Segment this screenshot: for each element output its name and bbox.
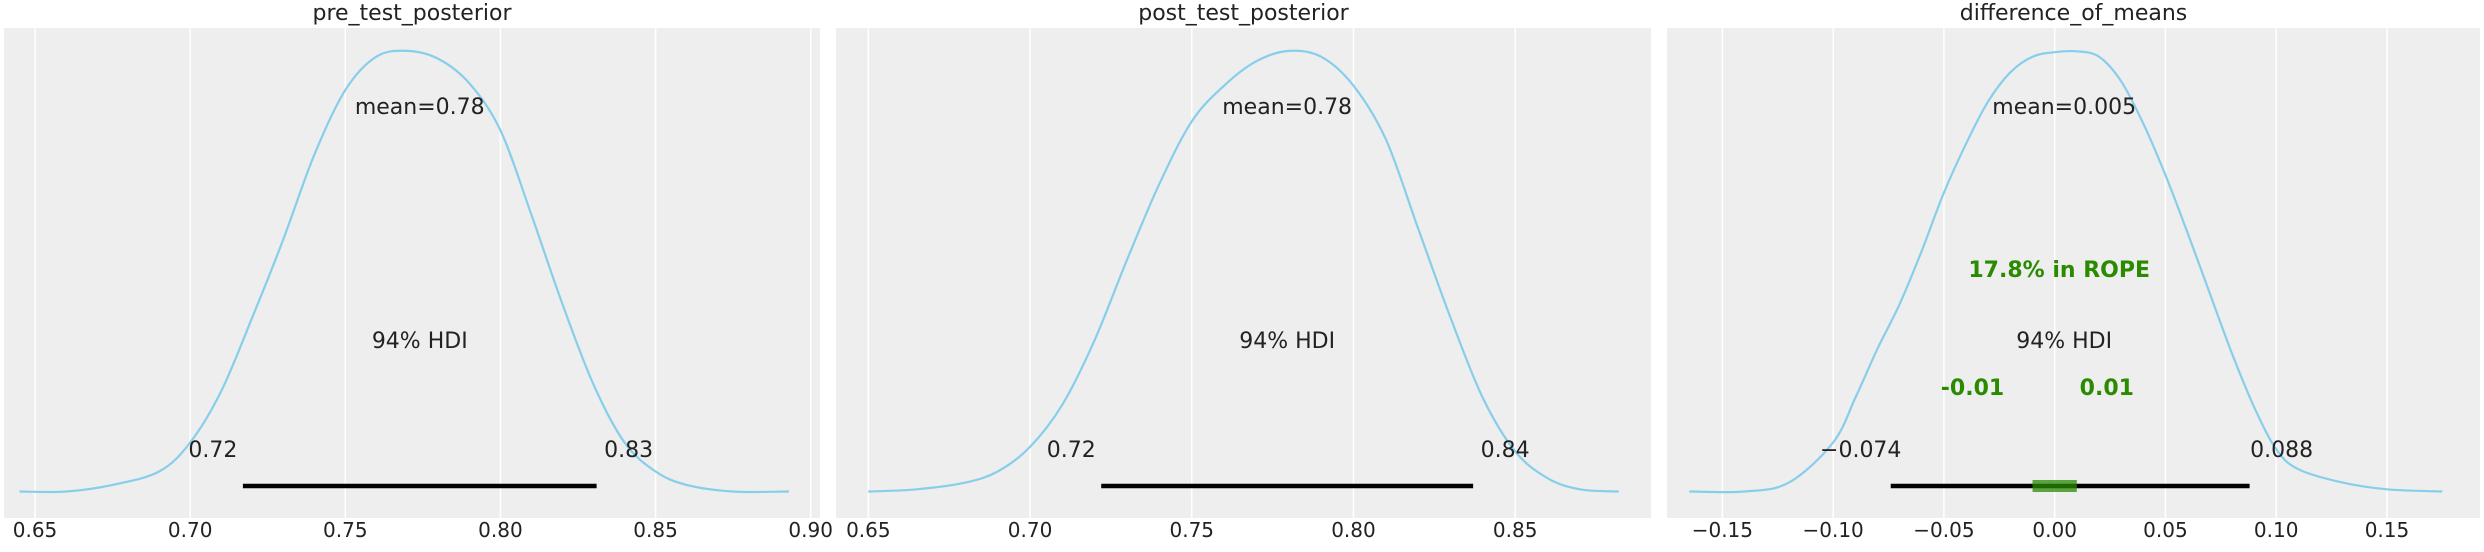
hdi-low-label: 0.72 bbox=[188, 438, 237, 463]
x-tick-label: 0.15 bbox=[2365, 518, 2410, 542]
mean-label: mean=0.005 bbox=[1992, 95, 2136, 120]
rope-box bbox=[2032, 480, 2077, 492]
x-tick-label: −0.05 bbox=[1913, 518, 1974, 542]
x-tick-label: 0.75 bbox=[1169, 518, 1214, 542]
hdi-label: 94% HDI bbox=[1239, 329, 1335, 354]
subplot-title: post_test_posterior bbox=[1138, 1, 1349, 26]
plot-background bbox=[1667, 28, 2480, 518]
mean-label: mean=0.78 bbox=[355, 95, 485, 120]
x-tick-label: 0.70 bbox=[1008, 518, 1053, 542]
x-tick-label: 0.85 bbox=[633, 518, 678, 542]
rope-low-label: -0.01 bbox=[1941, 376, 2004, 401]
x-tick-label: 0.70 bbox=[168, 518, 213, 542]
x-tick-label: 0.00 bbox=[2032, 518, 2077, 542]
mean-label: mean=0.78 bbox=[1222, 95, 1352, 120]
subplot-difference-of-means: −0.15 −0.10 −0.05 0.00 0.05 0.10 0.15 differenc… bbox=[1667, 1, 2480, 542]
x-tick-label: 0.80 bbox=[478, 518, 523, 542]
x-tick-label: 0.85 bbox=[1493, 518, 1538, 542]
density-curve bbox=[1689, 49, 2443, 494]
hdi-low-label: 0.72 bbox=[1047, 438, 1096, 463]
hdi-high-label: 0.83 bbox=[604, 438, 653, 463]
plot-background bbox=[4, 28, 820, 518]
x-tick-label: 0.80 bbox=[1331, 518, 1376, 542]
x-tick-label: −0.15 bbox=[1692, 518, 1753, 542]
rope-high-label: 0.01 bbox=[2080, 376, 2134, 401]
density-curve bbox=[868, 49, 1619, 493]
density-curve bbox=[19, 49, 790, 494]
subplot-title: pre_test_posterior bbox=[312, 1, 512, 26]
hdi-label: 94% HDI bbox=[372, 329, 468, 354]
x-tick-label: 0.75 bbox=[323, 518, 368, 542]
subplot-pre-test-posterior: 0.65 0.70 0.75 0.80 0.85 0.90 pre_test_posteri… bbox=[4, 1, 833, 542]
hdi-low-label: −0.074 bbox=[1820, 438, 1901, 463]
rope-percentage-label: 17.8% in ROPE bbox=[1968, 258, 2150, 283]
x-tick-label: 0.05 bbox=[2143, 518, 2188, 542]
x-tick-label: 0.65 bbox=[846, 518, 891, 542]
x-tick-label: −0.10 bbox=[1802, 518, 1863, 542]
hdi-high-label: 0.088 bbox=[2250, 438, 2313, 463]
hdi-label: 94% HDI bbox=[2016, 329, 2112, 354]
hdi-high-label: 0.84 bbox=[1481, 438, 1530, 463]
x-tick-label: 0.10 bbox=[2254, 518, 2299, 542]
x-tick-label: 0.90 bbox=[788, 518, 833, 542]
subplot-title: difference_of_means bbox=[1960, 1, 2188, 26]
x-tick-label: 0.65 bbox=[13, 518, 58, 542]
subplot-post-test-posterior: 0.65 0.70 0.75 0.80 0.85 post_test_posteriorm… bbox=[836, 1, 1651, 542]
